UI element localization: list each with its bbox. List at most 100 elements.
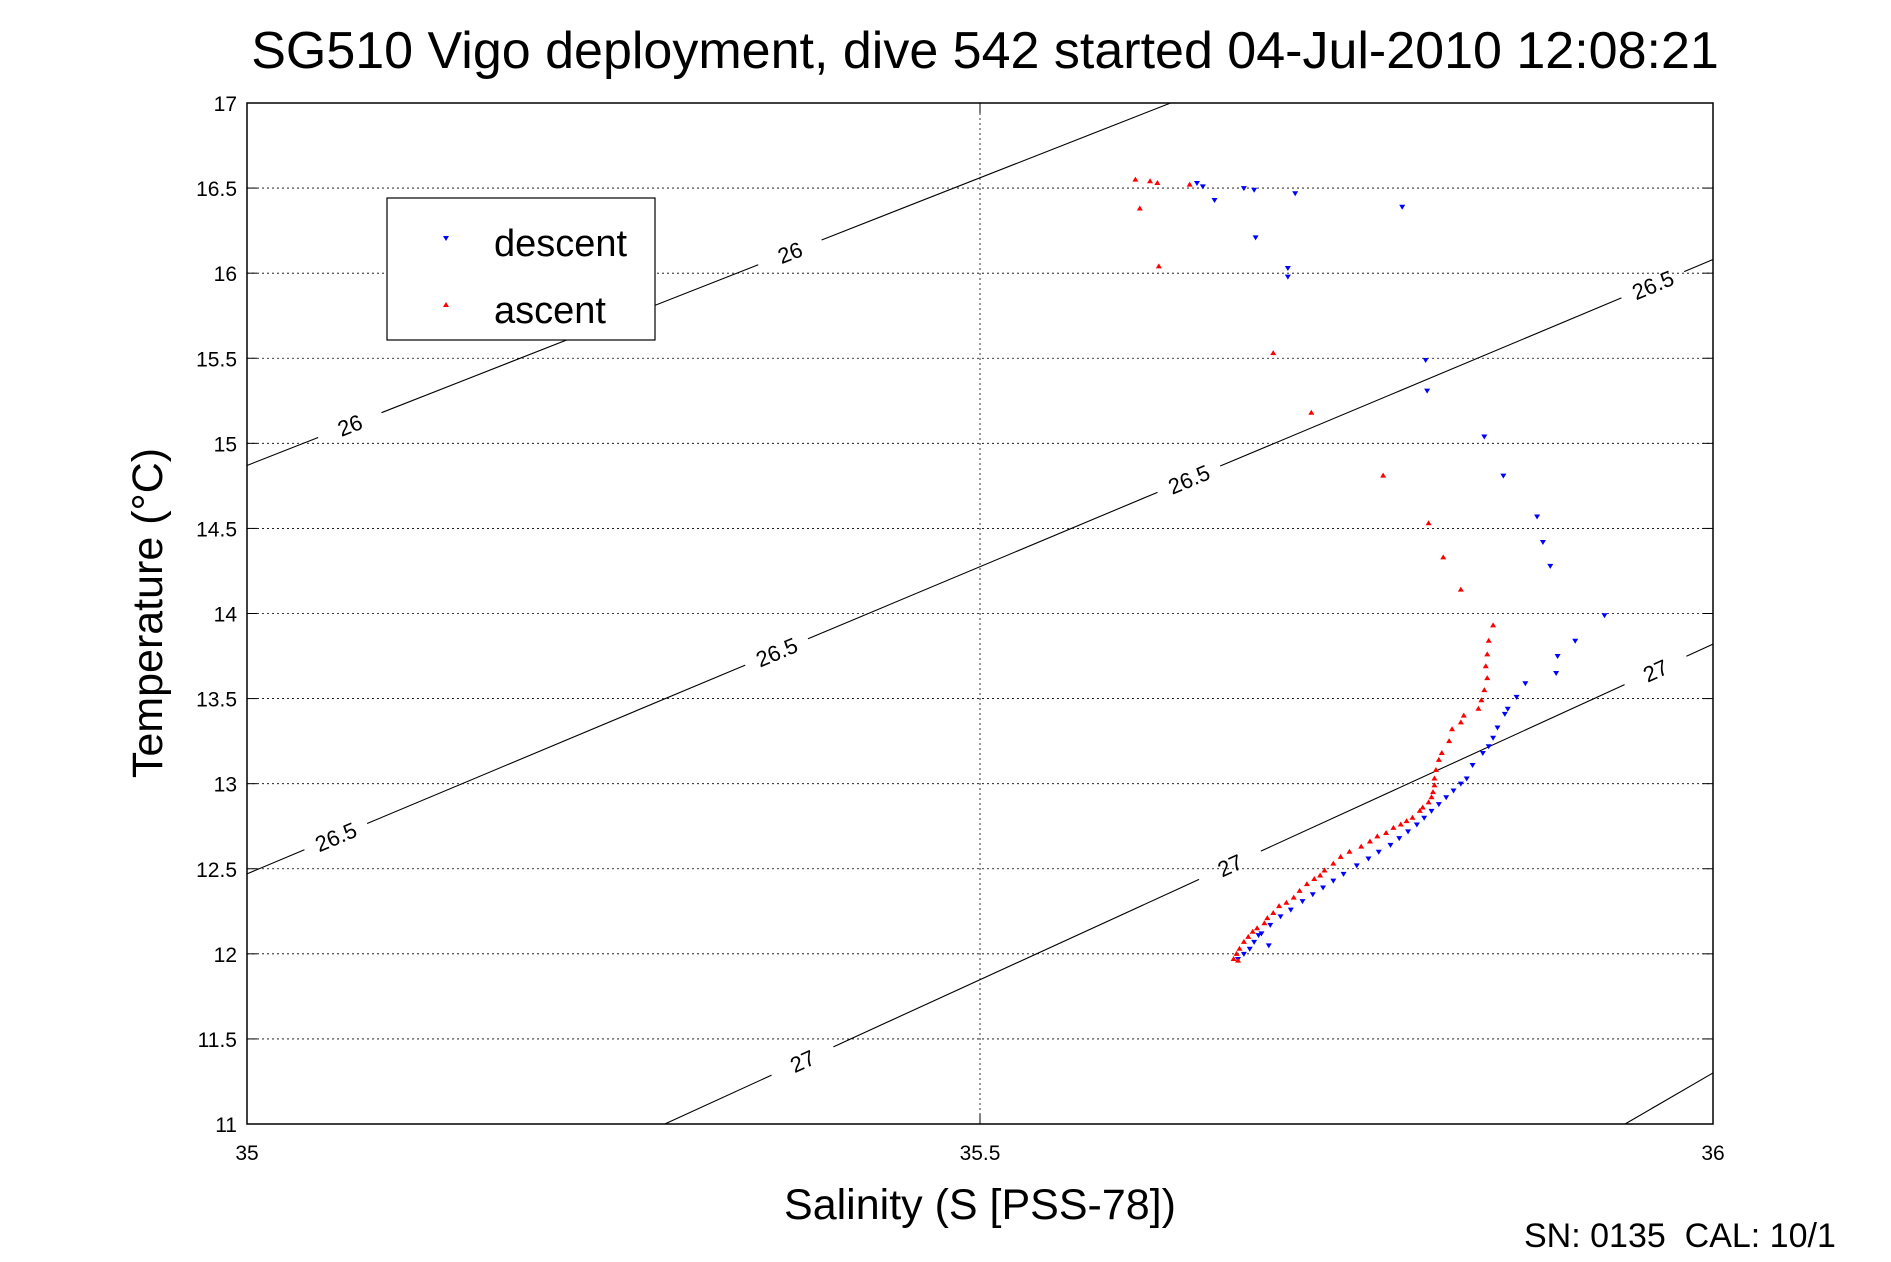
data-point-ascent [1484,651,1491,657]
legend: descent ascent [386,197,656,341]
data-point-ascent [1249,928,1256,934]
data-point-ascent [1460,712,1467,718]
density-contour-label: 27 [1214,849,1247,882]
y-tick-label: 14 [214,604,238,627]
data-point-descent [1365,856,1372,862]
density-contour-line [1683,259,1714,273]
data-point-ascent [1236,945,1243,951]
x-tick-label: 35.5 [960,1142,1001,1165]
data-point-ascent [1270,909,1277,915]
data-point-descent [1299,899,1306,905]
data-point-ascent [1154,179,1161,185]
data-point-ascent [1366,838,1373,844]
y-tick-label: 15.5 [196,348,237,371]
data-point-descent [1443,795,1450,801]
density-contour-line [833,878,1200,1048]
data-point-ascent [1425,520,1432,526]
data-point-ascent [1490,622,1497,628]
data-point-descent [1375,849,1382,855]
data-point-descent [1309,892,1316,898]
data-point-ascent [1478,697,1485,703]
data-point-descent [1501,711,1508,717]
data-point-descent [1450,788,1457,794]
data-point-ascent [1230,955,1237,961]
data-point-descent [1421,815,1428,821]
density-contour-label: 26.5 [752,633,801,673]
data-point-descent [1340,871,1347,877]
density-contour-label: 26.5 [1164,460,1213,500]
data-point-descent [1240,951,1247,957]
density-contour-line [821,102,1171,241]
x-tick-label: 35 [235,1142,258,1165]
data-point-descent [1553,671,1560,677]
data-point-descent [1500,473,1507,479]
data-point-ascent [1403,818,1410,824]
density-contour-label: 27 [786,1045,819,1078]
data-point-ascent [1311,875,1318,881]
density-contour-line [366,664,746,825]
data-point-ascent [1481,687,1488,693]
legend-label-descent: descent [494,223,628,265]
data-point-ascent [1346,848,1353,854]
data-point-ascent [1428,794,1435,800]
data-point-descent [1547,563,1554,569]
chart-title: SG510 Vigo deployment, dive 542 started … [251,22,1719,80]
density-contour-line [1686,643,1714,657]
data-point-descent [1267,922,1274,928]
data-point-ascent [1449,726,1456,732]
data-point-descent [1485,744,1492,750]
data-point-descent [1330,878,1337,884]
data-point-ascent [1233,950,1240,956]
data-point-ascent [1283,899,1290,905]
y-tick-label: 12 [214,944,237,967]
data-point-descent [1240,186,1247,192]
data-point-ascent [1147,178,1154,184]
data-point-descent [1292,191,1299,197]
data-point-ascent [1425,799,1432,805]
density-contour-line [246,437,319,466]
density-contour-line [246,849,305,875]
density-contour-label: 26 [334,409,366,441]
density-contour-line [1220,297,1622,467]
density-contour-label: 26.5 [1628,265,1677,305]
data-point-ascent [1308,409,1315,415]
x-tick-label: 36 [1701,1142,1724,1165]
data-point-ascent [1397,821,1404,827]
x-axis-label: Salinity (S [PSS-78]) [784,1181,1176,1229]
data-point-ascent [1186,181,1193,187]
data-point-ascent [1390,824,1397,830]
data-point-descent [1193,180,1200,186]
data-point-descent [1469,762,1476,768]
data-point-descent [1287,907,1294,913]
data-point-descent [1534,514,1541,520]
data-point-descent [1463,776,1470,782]
y-tick-label: 12.5 [196,859,237,882]
data-point-ascent [1431,782,1438,788]
data-point-descent [1479,751,1486,757]
data-point-descent [1396,836,1403,842]
footer-serial-calibration: SN: 0135 CAL: 10/1 [1524,1217,1836,1255]
data-point-ascent [1431,775,1438,781]
data-point-descent [1255,933,1262,939]
data-point-ascent [1358,843,1365,849]
density-contour-line [1260,684,1625,852]
data-point-descent [1246,946,1253,952]
data-point-ascent [1321,867,1328,873]
data-point-ascent [1416,807,1423,813]
data-point-ascent [1254,925,1261,931]
data-point-descent [1601,613,1608,619]
data-point-ascent [1261,920,1268,926]
data-point-descent [1494,725,1501,731]
legend-marker-descent [443,236,449,241]
y-tick-label: 13.5 [196,689,237,712]
data-point-ascent [1136,205,1143,211]
data-point-ascent [1435,756,1442,762]
data-point-descent [1211,197,1218,203]
data-point-descent [1251,939,1258,945]
data-point-ascent [1303,881,1310,887]
density-contour-line [1624,1072,1714,1125]
data-point-ascent [1155,263,1162,269]
density-contour-label: 26 [774,237,806,269]
data-point-descent [1399,204,1406,210]
